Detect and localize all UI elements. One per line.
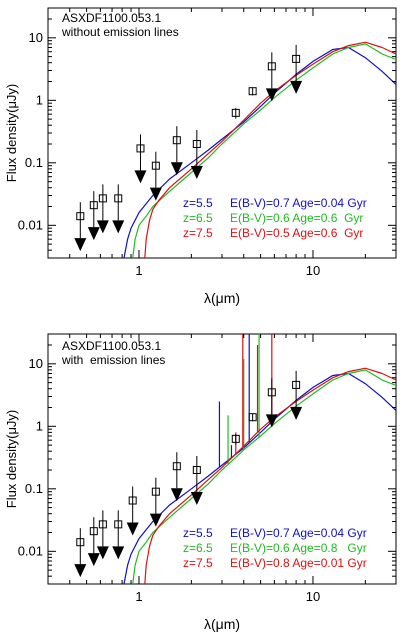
y-tick-label: 10 [29, 30, 43, 45]
y-axis-label: Flux density(μJy) [4, 84, 19, 183]
upper-limit-arrow [170, 162, 183, 176]
y-tick-label: 0.1 [25, 155, 43, 170]
upper-limit-arrow [190, 166, 203, 180]
legend-z-2: z=6.5 [183, 211, 213, 225]
detection-point [231, 434, 240, 443]
upper-limit-arrow [112, 546, 125, 560]
upper-limit-arrow [87, 227, 100, 241]
series-line-2 [132, 369, 396, 584]
x-axis-label: λ(μm) [204, 616, 240, 632]
legend-z-3: z=7.5 [183, 226, 213, 240]
legend-z-2: z=6.5 [183, 541, 213, 555]
upper-limit-arrow [96, 220, 109, 234]
upper-limit-arrow [134, 170, 147, 184]
detection-point [231, 108, 240, 117]
chart-title: ASXDF1100.053.1 [62, 11, 162, 25]
panel-without-emission-lines: 1 10 0.01 0.1 1 10 ASXDF1100.053.1 without em… [4, 7, 397, 306]
upper-limit-arrow [149, 187, 162, 201]
legend-params-2: E(B-V)=0.6 Age=0.6 Gyr [230, 211, 363, 225]
x-tick-label: 1 [135, 589, 142, 604]
y-tick-label: 0.01 [18, 543, 43, 558]
axis-ticks: 1 10 0.01 0.1 1 10 [18, 333, 397, 604]
upper-limit-arrow [87, 553, 100, 567]
upper-limit-arrow [290, 80, 303, 94]
y-tick-label: 1 [36, 418, 43, 433]
detection-point [248, 413, 257, 422]
x-tick-label: 1 [135, 263, 142, 278]
upper-limit-arrow [74, 564, 87, 578]
legend: z=5.5 E(B-V)=0.7 Age=0.04 Gyr z=6.5 E(B-… [183, 196, 367, 240]
data-marks [74, 41, 396, 258]
legend-params-3: E(B-V)=0.5 Age=0.6 Gyr [230, 226, 363, 240]
y-axis-label: Flux density(μJy) [4, 410, 19, 509]
upper-limit-arrow [74, 238, 87, 252]
x-tick-label: 10 [306, 263, 320, 278]
legend: z=5.5 E(B-V)=0.7 Age=0.04 Gyr z=6.5 E(B-… [183, 526, 367, 570]
legend-params-3: E(B-V)=0.8 Age=0.01 Gyr [230, 556, 367, 570]
data-marks [74, 334, 396, 584]
series-line-3 [144, 41, 396, 258]
y-tick-label: 0.1 [25, 481, 43, 496]
legend-z-3: z=7.5 [183, 556, 213, 570]
upper-limit-arrow [112, 220, 125, 234]
x-axis-label: λ(μm) [204, 290, 240, 306]
panel-with-emission-lines: 1 10 0.01 0.1 1 10 ASXDF1100.053.1 with emiss… [4, 333, 397, 632]
chart-subtitle: without emission lines [61, 25, 179, 39]
upper-limit-arrow [126, 522, 139, 536]
x-tick-label: 10 [306, 589, 320, 604]
legend-z-1: z=5.5 [183, 196, 213, 210]
series-line-2 [132, 43, 396, 258]
chart-subtitle: with emission lines [61, 353, 165, 367]
chart-title: ASXDF1100.053.1 [62, 339, 162, 353]
y-tick-label: 10 [29, 356, 43, 371]
legend-params-2: E(B-V)=0.6 Age=0.8 Gyr [230, 541, 367, 555]
upper-limit-arrow [149, 513, 162, 527]
upper-limit-arrow [190, 492, 203, 506]
upper-limit-arrow [265, 414, 278, 428]
y-tick-label: 0.01 [18, 217, 43, 232]
legend-params-1: E(B-V)=0.7 Age=0.04 Gyr [230, 196, 367, 210]
axis-ticks: 1 10 0.01 0.1 1 10 [18, 7, 397, 278]
upper-limit-arrow [290, 406, 303, 420]
legend-z-1: z=5.5 [183, 526, 213, 540]
series-line-3 [144, 367, 396, 584]
upper-limit-arrow [170, 488, 183, 502]
detection-point [248, 87, 257, 96]
legend-params-1: E(B-V)=0.7 Age=0.04 Gyr [230, 526, 367, 540]
upper-limit-arrow [96, 546, 109, 560]
upper-limit-arrow [265, 88, 278, 102]
y-tick-label: 1 [36, 92, 43, 107]
